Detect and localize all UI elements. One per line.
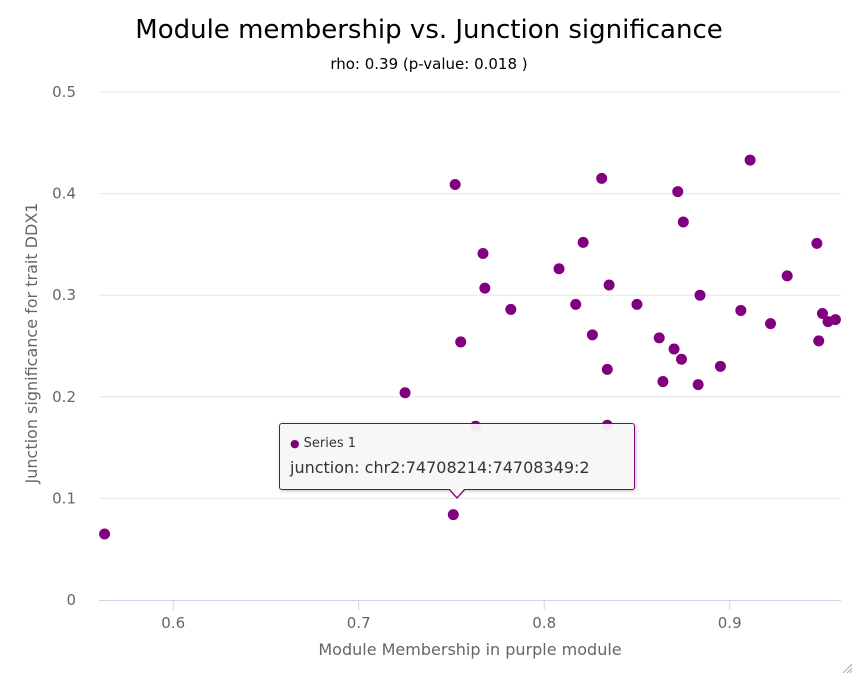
data-point[interactable]	[829, 314, 841, 326]
data-point[interactable]	[449, 178, 461, 190]
y-tick-label: 0.3	[52, 286, 76, 304]
data-point[interactable]	[586, 329, 598, 341]
data-point[interactable]	[479, 282, 491, 294]
data-point[interactable]	[816, 307, 828, 319]
data-point[interactable]	[653, 332, 665, 344]
data-point[interactable]	[657, 376, 669, 388]
x-tick-label: 0.8	[532, 614, 556, 632]
data-point[interactable]	[505, 303, 517, 315]
data-point[interactable]	[455, 336, 467, 348]
y-tick-label: 0.2	[52, 388, 76, 406]
data-point[interactable]	[811, 237, 823, 249]
y-axis-label: Junction significance for trait DDX1	[22, 203, 41, 485]
data-point[interactable]	[399, 387, 411, 399]
data-point[interactable]	[677, 216, 689, 228]
y-tick-label: 0.5	[52, 83, 76, 101]
axes: 0 0.1 0.2 0.3 0.4 0.5 0.6 0.7 0.8 0.9	[52, 83, 841, 632]
data-point[interactable]	[631, 298, 643, 310]
data-point[interactable]	[692, 379, 704, 391]
data-point[interactable]	[570, 298, 582, 310]
tooltip-series-name: Series 1	[303, 436, 356, 451]
data-point[interactable]	[694, 289, 706, 301]
x-tick-label: 0.9	[718, 614, 742, 632]
x-tick-label: 0.6	[161, 614, 185, 632]
chart-subtitle: rho: 0.39 (p-value: 0.018 )	[330, 55, 527, 73]
y-tick-label: 0	[66, 591, 76, 609]
chart-title: Module membership vs. Junction significa…	[135, 15, 722, 45]
data-point[interactable]	[735, 304, 747, 316]
grid-lines	[99, 91, 841, 499]
data-point[interactable]	[744, 154, 756, 166]
y-tick-label: 0.4	[52, 185, 76, 203]
data-point[interactable]	[668, 343, 680, 355]
data-point[interactable]	[477, 248, 489, 260]
x-tick-label: 0.7	[347, 614, 371, 632]
data-point[interactable]	[447, 509, 459, 521]
data-point[interactable]	[596, 172, 608, 184]
data-point[interactable]	[603, 279, 615, 291]
data-point[interactable]	[672, 186, 684, 198]
data-point[interactable]	[577, 236, 589, 248]
data-point[interactable]	[714, 360, 726, 372]
data-point[interactable]	[675, 353, 687, 365]
data-points	[99, 154, 841, 540]
tooltip-text: junction: chr2:74708214:74708349:2	[290, 458, 590, 477]
point-tooltip: ● Series 1 junction: chr2:74708214:747083…	[279, 423, 635, 499]
data-point[interactable]	[765, 318, 777, 330]
y-tick-label: 0.1	[52, 489, 76, 507]
data-point[interactable]	[781, 270, 793, 282]
resize-grip-icon[interactable]	[841, 662, 853, 674]
data-point[interactable]	[601, 363, 613, 375]
data-point[interactable]	[553, 263, 565, 275]
x-axis-label: Module Membership in purple module	[318, 640, 621, 659]
data-point[interactable]	[99, 528, 111, 540]
data-point[interactable]	[813, 335, 825, 347]
series-marker-icon: ●	[290, 437, 300, 450]
